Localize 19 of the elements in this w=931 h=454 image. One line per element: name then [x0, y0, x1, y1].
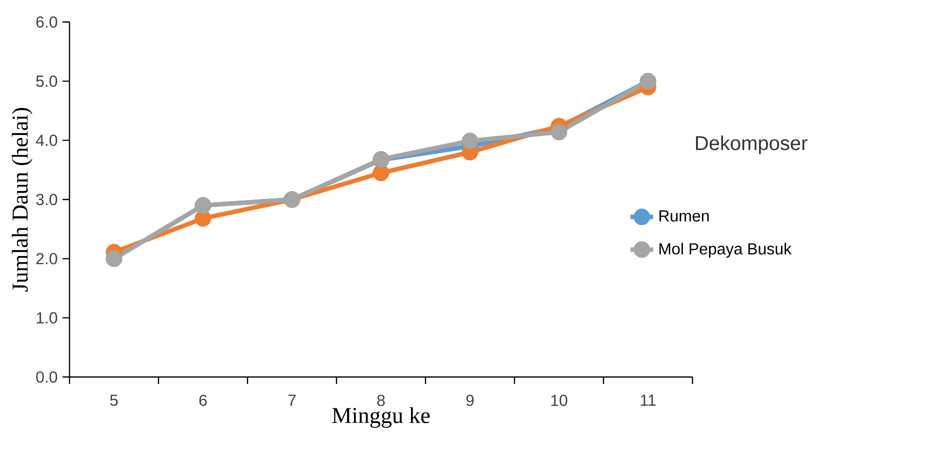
y-tick-label: 5.0 [36, 76, 58, 87]
x-axis-title: Minggu ke [332, 407, 430, 428]
y-axis-title: Jumlah Daun (helai) [12, 108, 32, 292]
x-tick-label: 9 [466, 394, 474, 406]
y-tick-label: 0.0 [36, 371, 58, 383]
legend-label: Mol Pepaya Busuk [659, 242, 792, 258]
y-tick-label: 6.0 [36, 16, 58, 28]
legend-label: Rumen [659, 210, 709, 222]
y-tick-label: 3.0 [36, 194, 58, 206]
x-tick-label: 7 [288, 394, 296, 406]
legend-title: Dekomposer [696, 136, 808, 154]
x-tick-label: 5 [110, 394, 118, 406]
x-tick-label: 8 [377, 394, 385, 406]
y-tick-label: 4.0 [36, 134, 58, 146]
y-tick-label: 1.0 [36, 312, 58, 324]
y-tick-label: 2.0 [36, 253, 58, 264]
x-tick-label: 10 [551, 394, 568, 406]
x-tick-label: 6 [199, 394, 207, 406]
x-tick-label: 11 [640, 394, 656, 406]
